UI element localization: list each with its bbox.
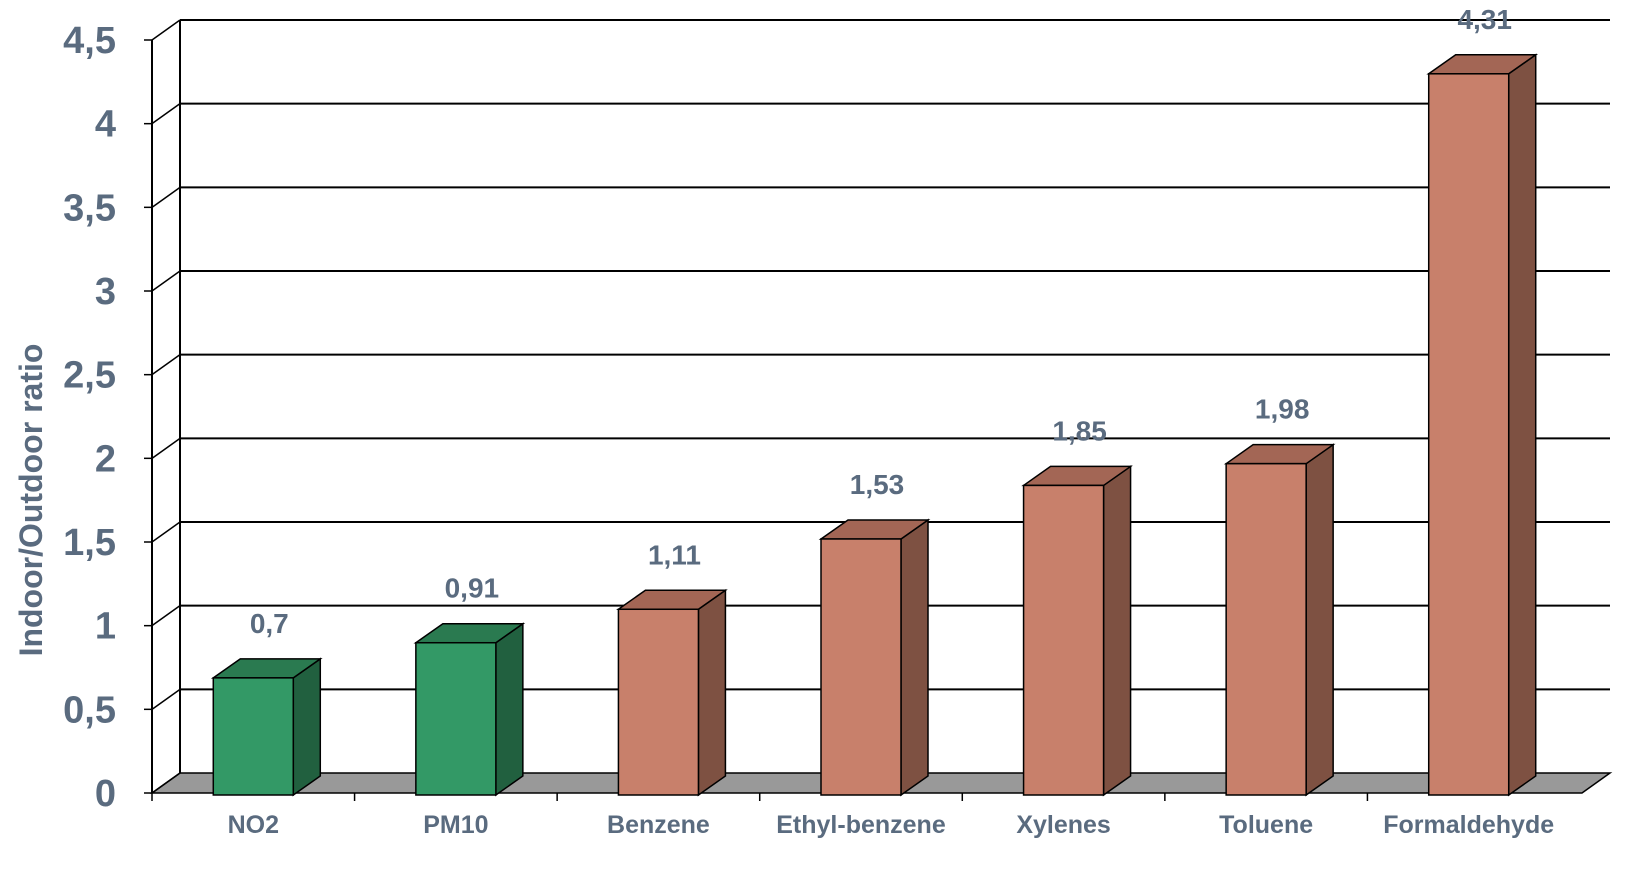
data-label: 1,85 xyxy=(1052,415,1107,446)
bar-side xyxy=(1102,464,1132,797)
x-category-label: Toluene xyxy=(1219,811,1313,839)
y-axis-title: Indoor/Outdoor ratio xyxy=(13,344,49,657)
side-wall-line xyxy=(151,19,181,41)
data-label: 0,7 xyxy=(250,608,289,639)
data-label: 4,31 xyxy=(1457,4,1512,35)
bar-side xyxy=(1507,53,1537,797)
bar-side xyxy=(495,622,524,797)
y-tick-label: 3 xyxy=(95,271,116,313)
y-tick-label: 2 xyxy=(95,438,116,480)
bar-front xyxy=(1022,484,1105,796)
side-wall-line xyxy=(151,688,181,710)
x-category-label: NO2 xyxy=(228,811,279,839)
side-wall-line xyxy=(151,437,181,459)
bar-pm10 xyxy=(413,622,526,797)
side-wall-line xyxy=(151,605,181,627)
bar-benzene xyxy=(616,588,728,797)
bar-no2 xyxy=(210,657,323,797)
bar-front xyxy=(1427,73,1510,796)
bar-ethyl-benzene xyxy=(818,518,931,797)
bar-side xyxy=(1305,443,1334,797)
y-tick-label: 4,5 xyxy=(63,20,116,62)
side-wall-line xyxy=(151,354,181,376)
bar-front xyxy=(1225,462,1307,796)
side-wall-line xyxy=(151,103,181,125)
y-tick-label: 3,5 xyxy=(63,187,116,229)
axes xyxy=(144,20,1369,801)
y-tick-label: 4 xyxy=(95,104,116,146)
y-tick-label: 1,5 xyxy=(63,522,116,564)
side-wall-line xyxy=(151,772,181,794)
side-wall-line xyxy=(151,270,181,292)
y-tick-label: 0 xyxy=(95,773,116,815)
bar-side xyxy=(292,657,322,797)
bar-side xyxy=(697,588,727,797)
y-tick-label: 0,5 xyxy=(63,689,116,731)
y-tick-label: 1 xyxy=(95,606,116,648)
side-wall-line xyxy=(151,521,181,543)
bars xyxy=(210,53,1539,797)
bar-toluene xyxy=(1223,443,1336,797)
bar-front xyxy=(212,677,295,796)
data-label: 1,11 xyxy=(648,539,701,570)
grid-lines xyxy=(151,19,1610,794)
x-category-label: Benzene xyxy=(607,811,710,839)
data-label: 1,98 xyxy=(1255,394,1310,425)
bar-front xyxy=(820,538,902,796)
bar-xylenes xyxy=(1021,464,1133,797)
x-category-label: PM10 xyxy=(423,811,488,839)
data-label: 0,91 xyxy=(445,573,500,604)
data-label: 1,53 xyxy=(850,469,905,500)
x-category-label: Xylenes xyxy=(1016,811,1111,839)
bar-front xyxy=(617,608,700,796)
side-wall-line xyxy=(151,186,181,208)
labels: 0 0,5 1 1,5 2 2,5 3 3,5 4 4,5 0,7 NO2 0,91 PM10 1,11 Be… xyxy=(63,4,1554,839)
x-category-label: Ethyl-benzene xyxy=(776,811,946,839)
bar-side xyxy=(900,518,929,797)
y-tick-label: 2,5 xyxy=(63,355,116,397)
x-category-label: Formaldehyde xyxy=(1383,811,1554,839)
bar-formaldehyde xyxy=(1426,53,1539,797)
bar-front xyxy=(415,641,497,796)
